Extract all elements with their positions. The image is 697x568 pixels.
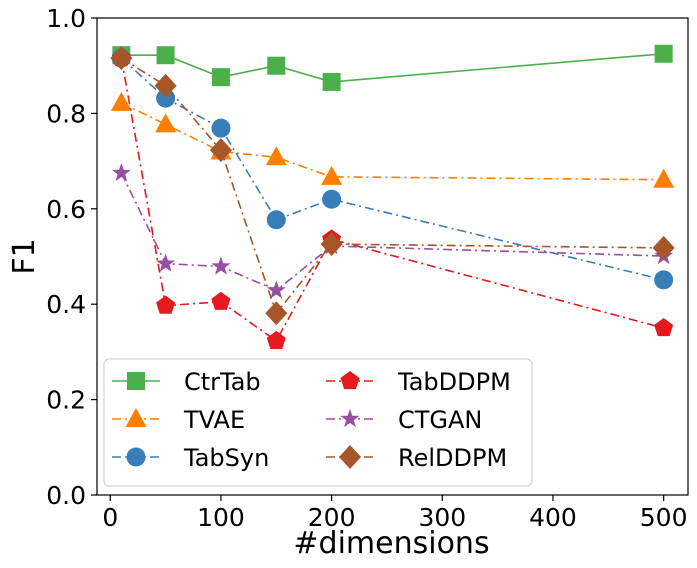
data-point-tabddpm [654, 318, 674, 337]
series-line-tabddpm [120, 57, 664, 343]
series-relddpm [110, 46, 675, 326]
legend-label-tabsyn: TabSyn [183, 444, 269, 472]
series-line-ctrtab [121, 52, 664, 83]
legend-label-ctgan: CTGAN [398, 406, 482, 434]
series-tvae [110, 91, 675, 188]
data-point-relddpm [209, 138, 232, 163]
legend-item-tvae: TVAE [112, 406, 245, 434]
data-point-ctrtab [267, 56, 286, 75]
legend-marker-tvae [125, 408, 147, 427]
data-point-tabddpm [156, 295, 176, 314]
legend-label-ctrtab: CtrTab [184, 368, 261, 396]
legend-label-tabddpm: TabDDPM [397, 368, 511, 396]
legend-frame [103, 358, 533, 487]
legend-marker-tabsyn [126, 447, 146, 467]
legend-marker-ctgan [340, 409, 360, 428]
data-point-relddpm [320, 232, 343, 257]
x-tick-label: 100 [197, 503, 245, 532]
series-line-ctgan [120, 172, 664, 292]
legend-label-relddpm: RelDDPM [398, 444, 507, 472]
data-point-ctgan [211, 256, 231, 275]
data-point-ctrtab [156, 46, 175, 65]
data-point-ctgan [111, 163, 131, 182]
data-point-ctrtab [654, 44, 673, 63]
x-tick-label: 300 [418, 503, 466, 532]
data-point-tabsyn [654, 270, 674, 290]
legend-item-relddpm: RelDDPM [326, 444, 507, 472]
data-point-relddpm [652, 235, 675, 260]
data-point-tabddpm [211, 291, 231, 310]
data-point-tvae [653, 168, 675, 188]
legend-item-ctgan: CTGAN [326, 406, 482, 434]
x-tick-label: 0 [102, 503, 118, 532]
y-tick-label: 0.4 [46, 290, 86, 319]
x-tick-label: 400 [529, 503, 577, 532]
legend-marker-relddpm [339, 445, 361, 469]
x-axis-label: #dimensions [293, 526, 489, 561]
legend-item-tabddpm: TabDDPM [326, 368, 511, 396]
data-point-tabsyn [156, 88, 176, 108]
x-tick-label: 200 [308, 503, 356, 532]
legend-marker-ctrtab [127, 372, 145, 390]
legend-item-tabsyn: TabSyn [112, 444, 269, 472]
legend-marker-tabddpm [340, 371, 360, 390]
series-line-relddpm [120, 57, 664, 315]
data-point-tvae [110, 91, 132, 111]
plot-area [110, 44, 675, 350]
y-tick-label: 1.0 [46, 4, 86, 33]
data-point-tabddpm [266, 330, 286, 350]
data-point-ctrtab [322, 72, 341, 91]
data-point-tabsyn [266, 210, 286, 230]
series-line-tabsyn [120, 57, 664, 281]
axes: 0 100 200 300 400 500 0.0 0.2 0.4 0.6 0.8 1.0 #dimen… [7, 4, 689, 561]
data-point-ctgan [266, 280, 286, 299]
y-axis-label: F1 [7, 238, 42, 274]
data-point-relddpm [265, 301, 288, 326]
data-point-tvae [265, 146, 287, 166]
data-point-tvae [321, 165, 343, 185]
y-tick-label: 0.6 [46, 195, 86, 224]
data-point-ctrtab [211, 68, 230, 87]
y-tick-label: 0.8 [46, 99, 86, 128]
series-tabsyn [111, 48, 674, 290]
data-point-tvae [155, 113, 177, 133]
series-ctrtab [112, 44, 673, 91]
data-point-tabsyn [211, 118, 231, 138]
legend: CtrTab TVAE TabSyn TabDDPM CTGAN RelDDPM [103, 358, 533, 487]
series-ctgan [111, 163, 674, 299]
legend-label-tvae: TVAE [183, 406, 245, 434]
y-tick-label: 0.0 [46, 481, 86, 510]
data-point-tabsyn [322, 189, 342, 209]
plot-frame [96, 17, 689, 496]
x-tick-label: 500 [640, 503, 688, 532]
legend-item-ctrtab: CtrTab [112, 368, 261, 396]
data-point-relddpm [154, 73, 177, 98]
data-point-relddpm [110, 46, 133, 71]
series-tabddpm [111, 48, 674, 350]
y-tick-label: 0.2 [46, 386, 86, 415]
data-point-ctgan [156, 253, 176, 272]
series-line-tvae [121, 102, 664, 181]
